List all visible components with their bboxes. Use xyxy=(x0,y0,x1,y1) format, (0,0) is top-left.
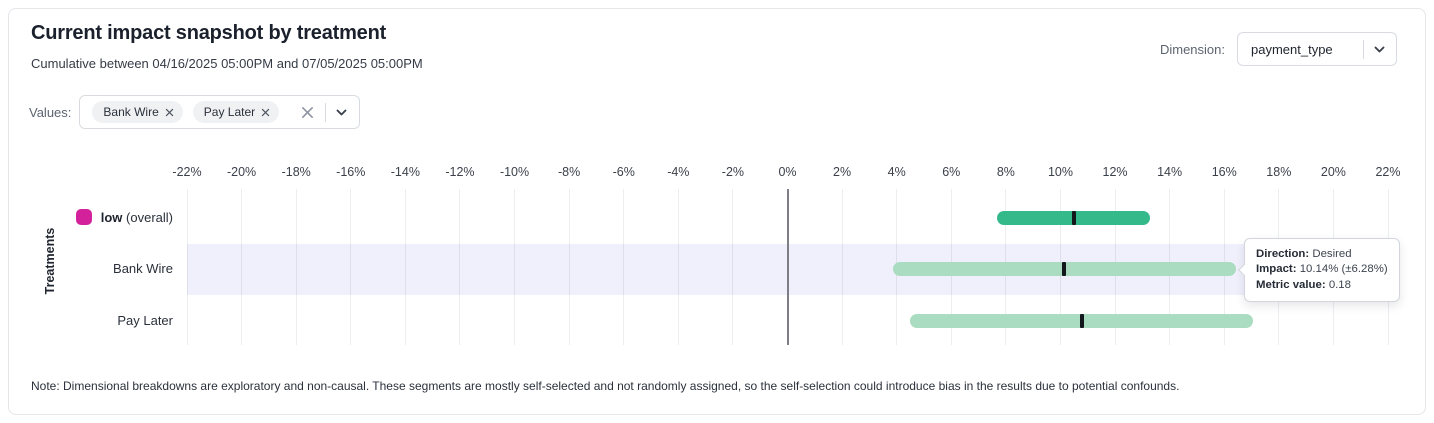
x-axis-tick-label: -16% xyxy=(336,165,366,179)
tooltip-metric-label: Metric value: xyxy=(1256,278,1326,291)
tooltip-metric-value: 0.18 xyxy=(1328,278,1351,291)
close-icon[interactable] xyxy=(261,108,270,117)
dimension-label: Dimension: xyxy=(1159,41,1225,57)
x-axis-tick-label: 18% xyxy=(1266,165,1292,179)
gridline xyxy=(350,189,352,345)
x-axis-tick-label: 10% xyxy=(1047,165,1073,179)
gridline xyxy=(514,189,516,345)
tooltip-impact-row: Impact: 10.14% (±6.28%) xyxy=(1256,262,1388,277)
note-text: Note: Dimensional breakdowns are explora… xyxy=(31,379,1180,393)
tooltip: Direction: Desired Impact: 10.14% (±6.28… xyxy=(1237,238,1400,303)
dimension-control: Dimension: payment_type xyxy=(1160,32,1397,66)
row-label: Pay Later xyxy=(9,311,173,331)
x-axis-tick-label: 20% xyxy=(1320,165,1346,179)
x-axis-tick-label: 6% xyxy=(942,165,961,179)
row-label-suffix: (overall) xyxy=(126,209,173,225)
gridline xyxy=(732,189,734,345)
impact-marker xyxy=(1062,262,1067,276)
x-axis-tick-label: -10% xyxy=(499,165,530,179)
gridline xyxy=(677,189,679,345)
page-subtitle: Cumulative between 04/16/2025 05:00PM an… xyxy=(31,56,423,71)
values-filter-box: Bank Wire Pay Later xyxy=(79,95,361,129)
row-label-text: Bank Wire xyxy=(113,261,173,276)
gridline xyxy=(568,189,570,345)
x-axis-tick-label: -8% xyxy=(558,165,581,179)
x-axis-tick-label: 14% xyxy=(1157,165,1183,179)
x-axis-tick-label: -22% xyxy=(172,165,202,179)
value-chip-label: Pay Later xyxy=(203,105,256,119)
select-divider xyxy=(1363,39,1364,59)
dimension-selected-value: payment_type xyxy=(1251,41,1333,57)
row-label-text: low xyxy=(100,209,123,225)
gridline xyxy=(404,189,406,345)
chevron-down-icon[interactable] xyxy=(335,106,348,119)
x-axis-tick-label: 0% xyxy=(778,165,797,179)
gridline xyxy=(241,189,243,345)
x-axis-tick-label: 12% xyxy=(1102,165,1128,179)
impact-marker xyxy=(1071,210,1076,225)
x-axis-tick-label: 8% xyxy=(996,165,1015,179)
x-axis-tick-label: -14% xyxy=(390,165,420,179)
gridline xyxy=(459,189,461,345)
tooltip-impact-label: Impact: xyxy=(1256,263,1297,276)
gridline xyxy=(295,189,297,345)
tooltip-impact-value: 10.14% (±6.28%) xyxy=(1299,263,1388,276)
dimension-select[interactable]: payment_type xyxy=(1237,32,1397,66)
gridline xyxy=(841,189,843,345)
page-title: Current impact snapshot by treatment xyxy=(31,22,387,44)
values-label: Values: xyxy=(29,104,72,120)
x-axis-tick-label: -20% xyxy=(226,165,257,179)
x-axis-tick-label: 22% xyxy=(1375,165,1401,179)
x-axis-tick-label: 16% xyxy=(1211,165,1237,179)
legend-swatch xyxy=(75,208,92,225)
x-axis-tick-label: -4% xyxy=(667,165,690,179)
value-chip[interactable]: Bank Wire xyxy=(92,101,183,123)
tooltip-direction-value: Desired xyxy=(1312,248,1352,260)
impact-snapshot-card: Current impact snapshot by treatment Cum… xyxy=(8,8,1426,415)
x-axis-tick-label: 4% xyxy=(887,165,906,179)
zero-line xyxy=(787,189,789,345)
close-icon[interactable] xyxy=(165,108,174,117)
x-axis-tick-label: -18% xyxy=(281,165,311,179)
values-divider xyxy=(325,102,327,122)
gridline xyxy=(186,189,188,345)
row-label-text: Pay Later xyxy=(117,312,173,328)
x-axis-tick-label: -12% xyxy=(445,165,475,179)
value-chip[interactable]: Pay Later xyxy=(192,101,280,123)
tooltip-direction-row: Direction: Desired xyxy=(1256,247,1388,262)
tooltip-direction-label: Direction: xyxy=(1256,248,1310,260)
row-label: Bank Wire xyxy=(9,259,173,279)
row-label: low (overall) xyxy=(9,208,173,228)
clear-values-icon[interactable] xyxy=(301,106,314,119)
values-filter-row: Values: Bank Wire Pay Later xyxy=(29,95,361,129)
tooltip-metric-row: Metric value: 0.18 xyxy=(1256,278,1388,293)
chevron-down-icon xyxy=(1373,43,1386,56)
impact-marker xyxy=(1079,313,1084,328)
x-axis-tick-label: -6% xyxy=(612,165,635,179)
value-chip-label: Bank Wire xyxy=(103,105,159,119)
gridline xyxy=(623,189,625,345)
x-axis-tick-label: -2% xyxy=(721,165,745,179)
x-axis-tick-label: 2% xyxy=(833,165,852,179)
